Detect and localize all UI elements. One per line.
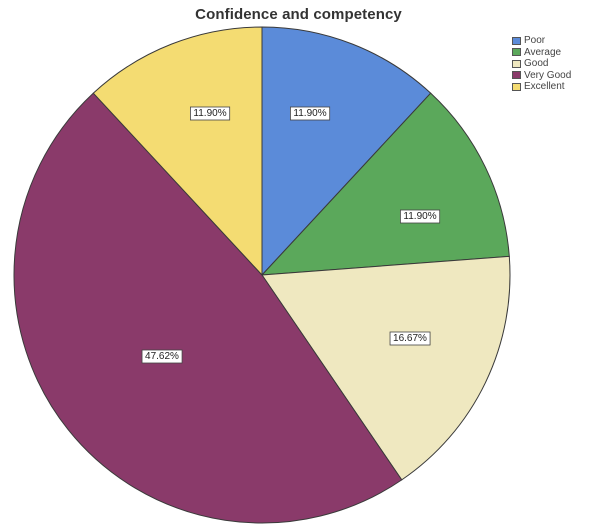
data-label-poor: 11.90% — [290, 106, 331, 121]
legend-swatch-poor — [512, 36, 521, 45]
svg-text:11.90%: 11.90% — [403, 211, 436, 222]
legend-item-poor: Poor — [512, 35, 571, 47]
pie-slices — [13, 26, 511, 524]
legend-item-excellent: Excellent — [512, 81, 571, 93]
pie-slice-very-good — [13, 92, 403, 524]
legend: Poor Average Good Very Good Excellent — [512, 35, 571, 93]
data-label-excellent: 11.90% — [190, 106, 231, 121]
pie-data-labels: 11.90% 11.90% 16.67% 47.62% 11.90% — [141, 106, 441, 364]
legend-swatch-average — [512, 48, 521, 57]
pie-slice-average — [260, 92, 510, 276]
svg-text:11.90%: 11.90% — [193, 108, 226, 119]
legend-label: Good — [524, 58, 549, 69]
pie-slice-good — [261, 255, 511, 481]
chart-title: Confidence and competency — [195, 6, 402, 23]
legend-label: Excellent — [524, 81, 565, 92]
legend-swatch-good — [512, 59, 521, 68]
pie-slice-excellent — [92, 26, 263, 277]
legend-item-good: Good — [512, 58, 571, 70]
legend-label: Very Good — [524, 69, 572, 81]
legend-swatch-excellent — [512, 82, 521, 91]
data-label-very-good: 47.62% — [141, 349, 183, 364]
svg-text:47.62%: 47.62% — [145, 351, 179, 362]
legend-label: Poor — [524, 35, 546, 46]
legend-label: Average — [524, 46, 562, 58]
data-label-average: 11.90% — [400, 209, 441, 224]
legend-swatch-very-good — [512, 71, 521, 80]
svg-text:16.67%: 16.67% — [393, 333, 427, 344]
legend-item-average: Average — [512, 47, 571, 59]
pie-slice-poor — [261, 26, 432, 277]
legend-item-very-good: Very Good — [512, 70, 571, 82]
svg-text:11.90%: 11.90% — [293, 108, 326, 119]
data-label-good: 16.67% — [389, 331, 431, 346]
